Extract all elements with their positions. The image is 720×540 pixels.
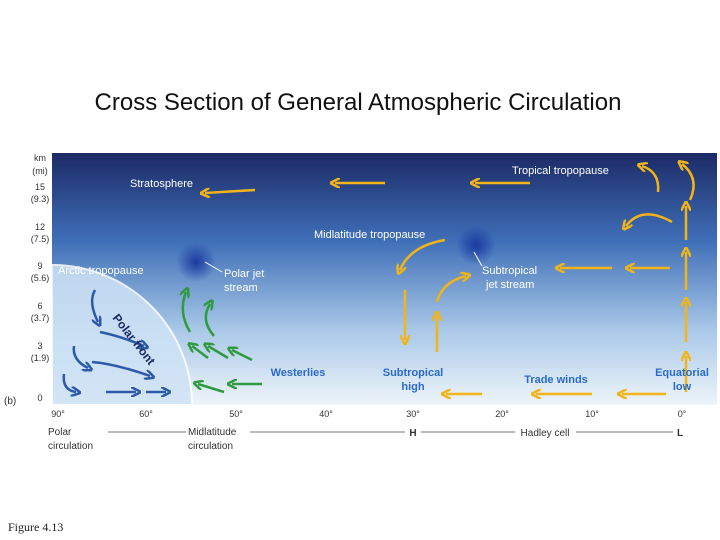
label: Midlatitude tropopause — [314, 229, 425, 241]
label: stream — [224, 282, 258, 294]
altitude-km: 15 — [35, 182, 45, 192]
latitude-label: 60° — [139, 409, 153, 419]
label: Subtropical — [482, 265, 537, 277]
label: Stratosphere — [130, 178, 193, 190]
altitude-mi: (5.6) — [31, 273, 50, 283]
circulation-label: Polar — [48, 427, 72, 438]
circulation-label: Midlatitude — [188, 427, 237, 438]
wind-arrow — [192, 346, 209, 359]
wind-arrow — [72, 345, 88, 368]
panel-label: (b) — [4, 396, 16, 407]
wind-arrow — [99, 330, 144, 346]
latitude-label: 10° — [585, 409, 599, 419]
altitude-mi: (1.9) — [31, 353, 50, 363]
wind-arrow — [198, 384, 225, 394]
label: low — [673, 381, 692, 393]
wind-arrow — [62, 373, 76, 392]
latitude-label: 30° — [406, 409, 420, 419]
circulation-label: Hadley cell — [521, 428, 570, 439]
circulation-label: circulation — [48, 441, 93, 452]
label: jet stream — [485, 279, 534, 291]
wind-arrow — [90, 289, 98, 322]
wind-arrow — [206, 304, 215, 337]
axis-unit: km — [34, 153, 46, 163]
label: Trade winds — [524, 374, 588, 386]
caption: Figure 4.13 — [8, 520, 63, 534]
leader-line — [473, 251, 483, 267]
label: Subtropical — [383, 367, 444, 379]
label: Arctic tropopause — [58, 265, 144, 277]
circulation-label: H — [409, 428, 416, 439]
wind-arrow — [626, 213, 673, 226]
wind-arrow — [642, 166, 660, 193]
latitude-label: 0° — [678, 409, 687, 419]
altitude-km: 9 — [37, 261, 42, 271]
altitude-ticks: 15 (9.3) 12 (7.5) 9 (5.6) 6 (3.7) 3 (1.9) 0 — [31, 182, 50, 403]
label: Tropical tropopause — [512, 165, 609, 177]
circulation-label: circulation — [188, 441, 233, 452]
latitude-label: 20° — [495, 409, 509, 419]
wind-arrow — [400, 238, 446, 270]
altitude-km: 12 — [35, 222, 45, 232]
axis-unit: (mi) — [32, 166, 48, 176]
altitude-mi: (3.7) — [31, 313, 50, 323]
wind-arrow — [183, 292, 192, 333]
label: Westerlies — [271, 367, 326, 379]
leader-line — [204, 261, 223, 273]
altitude-mi: (7.5) — [31, 234, 50, 244]
wind-arrow — [208, 346, 229, 360]
altitude-km: 0 — [37, 393, 42, 403]
title: Cross Section of General Atmospheric Cir… — [95, 89, 622, 116]
latitude-label: 90° — [51, 409, 65, 419]
altitude-mi: (9.3) — [31, 194, 50, 204]
latitude-ticks: 90° 60° 50° 40° 30° 20° 10° 0° — [51, 409, 687, 419]
altitude-km: 3 — [37, 341, 42, 351]
altitude-km: 6 — [37, 301, 42, 311]
wind-arrow — [682, 164, 695, 201]
subtropical-jet-core — [456, 225, 496, 265]
label: high — [401, 381, 424, 393]
latitude-label: 40° — [319, 409, 333, 419]
wind-arrow — [232, 350, 253, 362]
latitude-label: 50° — [229, 409, 243, 419]
wind-arrows — [62, 164, 695, 394]
label: Equatorial — [655, 367, 709, 379]
polar-jet-core — [176, 242, 216, 282]
label: Polar jet — [224, 268, 264, 280]
wind-arrow — [205, 190, 256, 193]
wind-arrow — [91, 360, 150, 376]
wind-arrow — [435, 276, 466, 303]
circulation-label: L — [677, 428, 683, 439]
